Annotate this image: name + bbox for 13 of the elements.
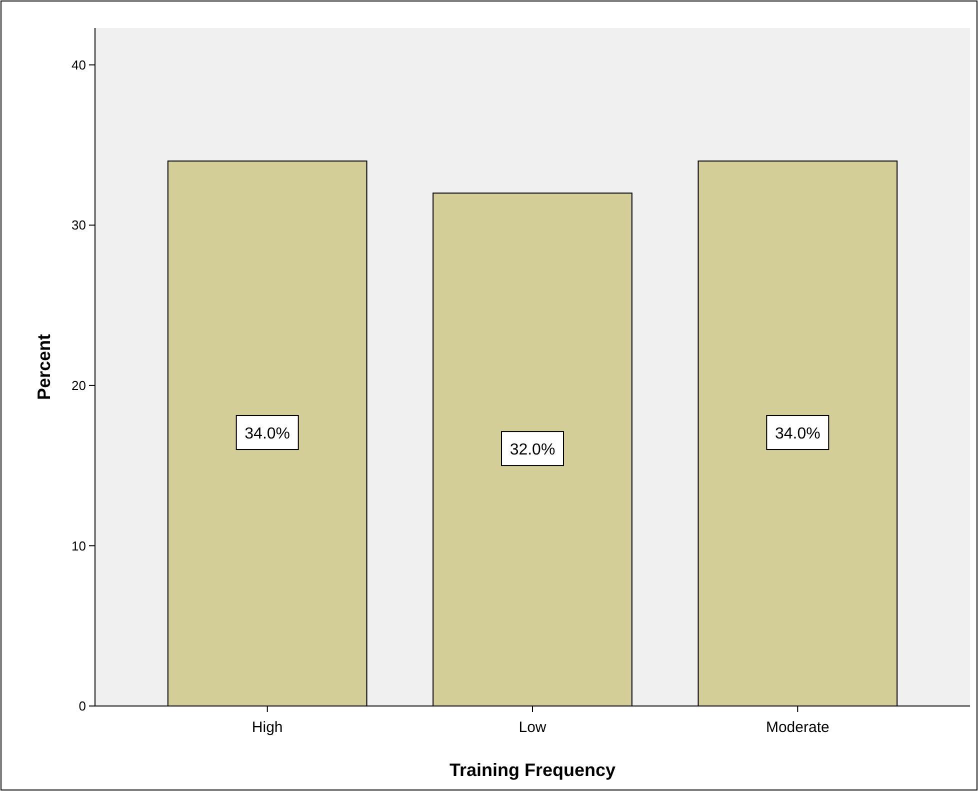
y-tick-label: 0	[78, 698, 86, 714]
x-axis-title: Training Frequency	[449, 760, 616, 780]
data-label: 34.0%	[244, 426, 290, 443]
x-tick-label: High	[252, 719, 283, 736]
x-tick-label: Low	[518, 719, 546, 736]
y-axis-title: Percent	[34, 334, 54, 400]
y-tick-label: 20	[72, 378, 86, 393]
y-tick-label: 40	[72, 57, 86, 72]
y-tick-label: 10	[72, 538, 86, 554]
y-tick-label: 30	[72, 218, 86, 233]
data-label: 34.0%	[774, 426, 820, 443]
x-tick-label: Moderate	[766, 719, 830, 736]
data-label: 32.0%	[510, 442, 556, 459]
